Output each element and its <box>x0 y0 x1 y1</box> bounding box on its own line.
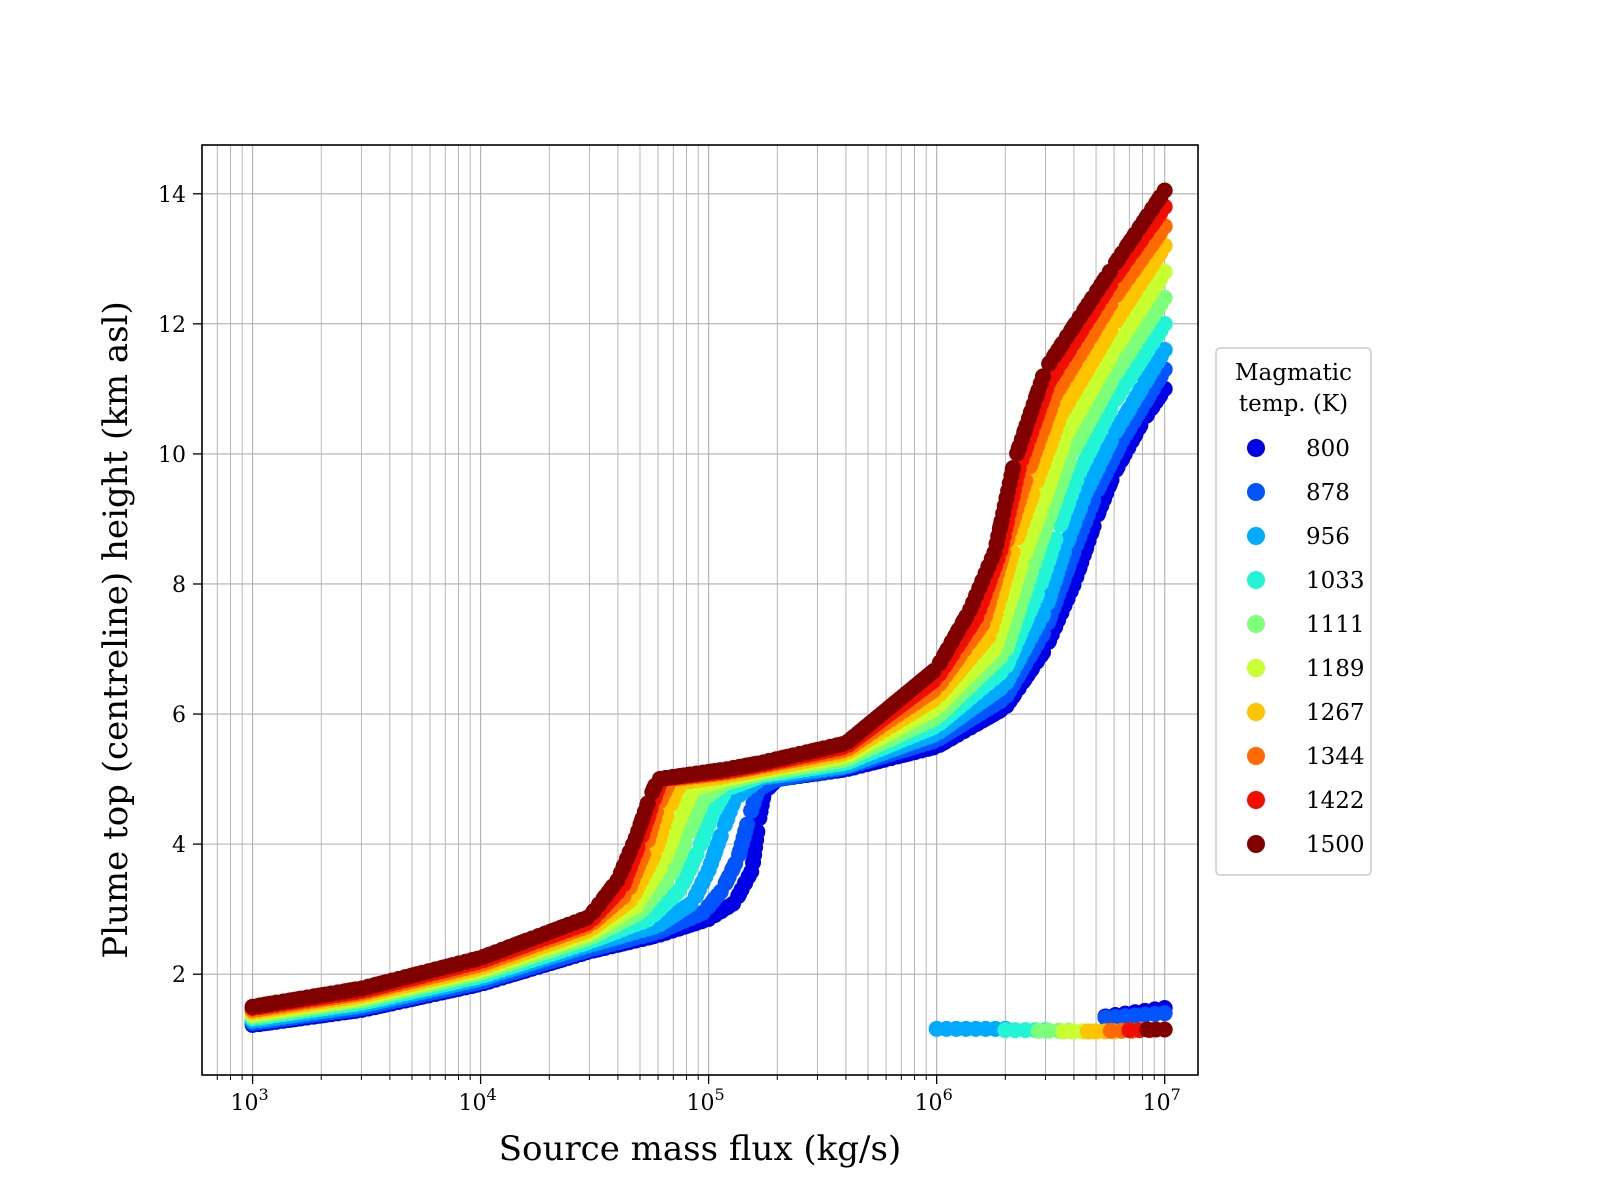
series-1500 <box>244 182 1173 1015</box>
legend-item-1267: 1267 <box>1247 700 1365 726</box>
legend-title-line2: temp. (K) <box>1239 391 1348 417</box>
plot-frame <box>201 144 1199 1076</box>
data-point <box>605 878 622 895</box>
data-point <box>1152 296 1169 313</box>
legend-label: 800 <box>1306 436 1350 462</box>
data-point <box>1035 368 1052 385</box>
x-tick-label: 104 <box>459 1085 497 1116</box>
legend-item-1422: 1422 <box>1247 788 1365 814</box>
legend-box <box>1215 347 1372 876</box>
data-point <box>687 849 704 866</box>
legend-item-878: 878 <box>1247 480 1350 506</box>
data-point <box>639 797 656 814</box>
data-point <box>746 756 763 773</box>
data-point <box>1005 460 1022 477</box>
data-point <box>712 829 729 846</box>
y-tick-label: 2 <box>172 963 186 988</box>
data-point <box>739 816 756 833</box>
data-point <box>624 836 641 853</box>
y-tick-label: 12 <box>158 313 186 338</box>
data-point <box>345 981 362 998</box>
data-point <box>667 886 684 903</box>
legend-marker <box>1247 571 1265 589</box>
y-tick-label: 14 <box>158 183 186 208</box>
data-point <box>697 868 714 885</box>
data-point <box>983 550 1000 567</box>
data-points <box>244 182 1173 1040</box>
data-point <box>1152 188 1169 205</box>
data-point <box>1156 1005 1173 1022</box>
series-1500-low-branch <box>1139 1021 1173 1038</box>
series-956-low-branch <box>928 1020 1014 1037</box>
legend-marker <box>1247 483 1265 501</box>
y-tick-label: 8 <box>172 573 186 598</box>
legend-marker <box>1247 527 1265 545</box>
data-point <box>709 887 726 904</box>
legend-marker <box>1247 747 1265 765</box>
data-point <box>678 898 695 915</box>
series-878-low-branch <box>1097 1005 1173 1026</box>
legend-marker <box>1247 835 1265 853</box>
data-point <box>1152 270 1169 287</box>
data-point <box>1101 263 1118 280</box>
data-point <box>465 951 482 968</box>
legend-marker <box>1247 791 1265 809</box>
y-axis-ticks: 2 4 6 8 10 12 14 <box>158 183 202 988</box>
data-point <box>740 868 757 885</box>
y-axis-title: Plume top (centreline) height (km asl) <box>96 301 136 959</box>
y-tick-label: 6 <box>172 703 186 728</box>
y-tick-label: 10 <box>158 443 186 468</box>
x-axis-ticks: 103 104 105 106 107 <box>216 1075 1181 1116</box>
data-point <box>720 898 737 915</box>
data-point <box>1068 472 1085 489</box>
legend-item-1500: 1500 <box>1247 832 1365 858</box>
legend: Magmatic temp. (K) 800 878 956 1033 1111 1189… <box>1215 347 1372 876</box>
data-point <box>1031 505 1048 522</box>
data-point <box>727 855 744 872</box>
legend-item-1111: 1111 <box>1247 612 1365 638</box>
data-point <box>1156 1021 1173 1038</box>
data-point <box>1152 348 1169 365</box>
x-tick-label: 105 <box>687 1085 725 1116</box>
x-axis-title: Source mass flux (kg/s) <box>499 1129 901 1169</box>
legend-item-1189: 1189 <box>1247 656 1365 682</box>
x-tick-label: 106 <box>915 1085 953 1116</box>
legend-item-1344: 1344 <box>1247 744 1365 770</box>
legend-label: 1111 <box>1306 612 1365 638</box>
data-point <box>1152 322 1169 339</box>
data-point <box>922 665 939 682</box>
data-point <box>1102 432 1119 449</box>
legend-label: 1033 <box>1306 568 1365 594</box>
y-tick-label: 4 <box>172 833 186 858</box>
legend-item-1033: 1033 <box>1247 568 1365 594</box>
legend-marker <box>1247 659 1265 677</box>
legend-label: 1422 <box>1306 788 1365 814</box>
data-point <box>574 911 591 928</box>
data-point <box>711 762 728 779</box>
legend-label: 878 <box>1306 480 1350 506</box>
legend-label: 1344 <box>1306 744 1365 770</box>
data-point <box>1102 322 1119 339</box>
data-point <box>692 797 709 814</box>
legend-item-800: 800 <box>1247 436 1350 462</box>
legend-label: 956 <box>1306 524 1350 550</box>
x-tick-label: 103 <box>230 1085 268 1116</box>
legend-item-956: 956 <box>1247 524 1350 550</box>
legend-label: 1500 <box>1306 832 1365 858</box>
legend-marker <box>1247 703 1265 721</box>
legend-marker <box>1247 439 1265 457</box>
legend-label: 1189 <box>1306 656 1365 682</box>
data-point <box>702 810 719 827</box>
x-tick-label: 107 <box>1143 1085 1181 1116</box>
data-point <box>958 608 975 625</box>
legend-title-line1: Magmatic <box>1235 360 1352 386</box>
legend-label: 1267 <box>1306 700 1365 726</box>
legend-marker <box>1247 615 1265 633</box>
legend-items: 800 878 956 1033 1111 1189 1267 1344 1422 1500 <box>1247 436 1365 858</box>
data-point <box>1033 608 1050 625</box>
data-point <box>830 737 847 754</box>
